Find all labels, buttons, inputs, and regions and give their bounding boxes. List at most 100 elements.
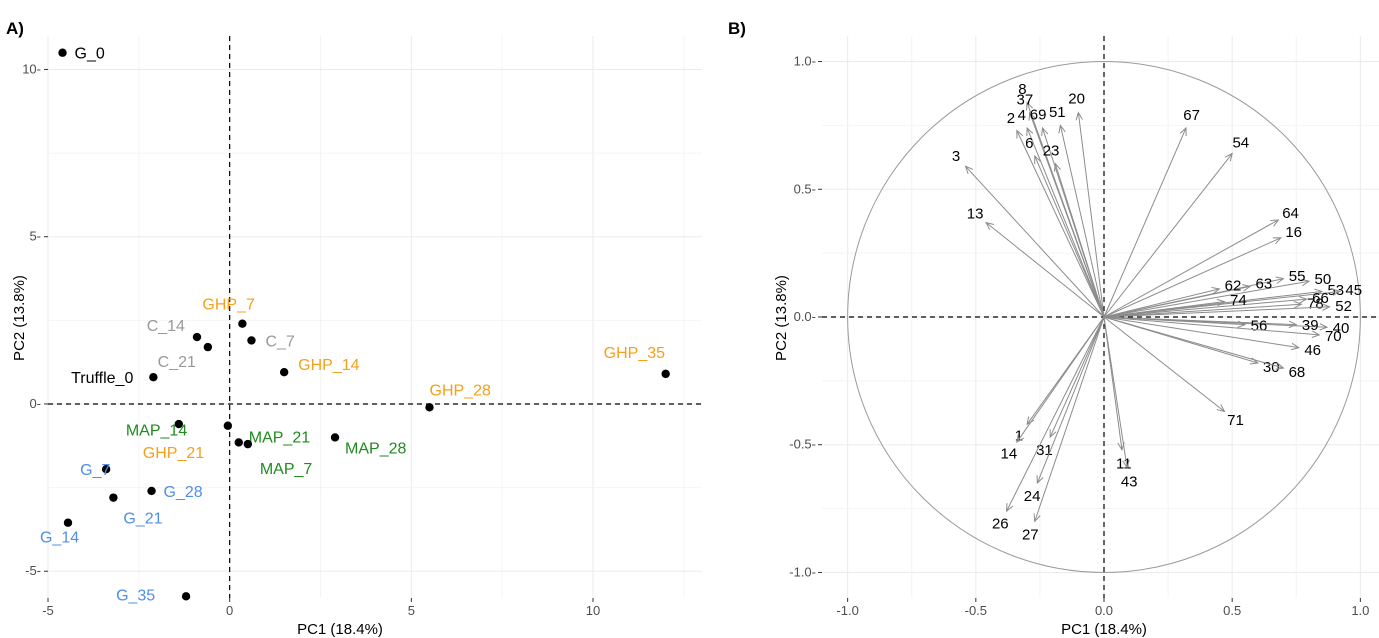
- point-label: MAP_7: [260, 461, 313, 478]
- loading-arrow: [1059, 125, 1105, 318]
- arrow-head: [1272, 237, 1283, 245]
- vector-label: 64: [1282, 205, 1299, 222]
- vector-label: 13: [967, 206, 984, 223]
- point-label: MAP_14: [126, 423, 187, 440]
- y-tick-label: 0.0-: [794, 309, 816, 324]
- loading-arrow: [1006, 316, 1105, 512]
- y-tick-label: -0.5-: [789, 437, 816, 452]
- vector-label: 63: [1255, 275, 1272, 292]
- vector-label: 78: [1307, 295, 1324, 312]
- vector-label: 30: [1263, 359, 1280, 376]
- loading-arrow: [965, 165, 1105, 318]
- vector-label: 8: [1018, 81, 1026, 98]
- loading-arrow: [985, 222, 1105, 318]
- point-label: C_21: [158, 354, 196, 371]
- data-point: [243, 439, 253, 449]
- loading-arrow: [1036, 316, 1105, 484]
- loading-arrow: [1103, 127, 1187, 318]
- point-label: Truffle_0: [71, 370, 133, 387]
- data-point: [192, 332, 202, 342]
- arrow-head: [1270, 219, 1280, 227]
- loading-arrow: [1016, 130, 1105, 318]
- loading-arrow: [1103, 316, 1320, 336]
- loading-arrow: [1103, 285, 1251, 318]
- panel-a-points: G_0 Truffle_0 C_14 C_21 C_7 GHP_7 GHP_14 GHP_21…: [40, 46, 670, 604]
- arrow-head: [1034, 154, 1042, 165]
- arrow-head: [1275, 362, 1285, 370]
- loading-arrow: [1034, 316, 1105, 522]
- arrow-head: [1216, 298, 1226, 307]
- data-point: [63, 518, 73, 527]
- vector-label: 4: [1018, 107, 1026, 124]
- loading-arrow: [1103, 301, 1225, 318]
- point-label: GHP_21: [143, 445, 204, 462]
- loading-arrow: [1103, 306, 1330, 318]
- arrow-head: [1016, 129, 1024, 139]
- arrow-head: [1211, 286, 1221, 295]
- point-label: G_28: [164, 484, 203, 501]
- point-label: MAP_28: [345, 440, 406, 457]
- data-point: [203, 342, 213, 352]
- arrow-head: [1028, 111, 1036, 121]
- loading-arrow: [1034, 155, 1105, 318]
- point-label: MAP_21: [249, 429, 310, 446]
- x-tick-label: -0.5: [965, 603, 987, 618]
- vector-label: 23: [1043, 142, 1060, 159]
- point-label: G_0: [75, 46, 105, 63]
- vector-label: 54: [1232, 134, 1249, 151]
- vector-label: 11: [1116, 456, 1132, 473]
- data-point: [149, 373, 158, 382]
- data-point: [661, 369, 670, 379]
- arrow-head: [1216, 404, 1226, 413]
- arrow-head: [1058, 124, 1066, 134]
- loading-arrow: [1103, 219, 1279, 318]
- arrow-head: [1026, 126, 1034, 136]
- vector-label: 70: [1325, 328, 1342, 345]
- panel-a-tag: A): [6, 19, 24, 38]
- y-tick-label: 1.0-: [794, 54, 816, 69]
- vector-label: 3: [952, 148, 960, 165]
- data-point: [223, 421, 233, 430]
- y-tick-label: -5-: [25, 563, 41, 578]
- panel-a-zero-lines: [48, 36, 702, 598]
- loading-arrow: [1029, 112, 1105, 318]
- vector-label: 6: [1025, 135, 1033, 152]
- y-tick-label: 5-: [29, 229, 41, 244]
- panel-b-ticks: -1.0 -0.5 0.0 0.5 1.0 -1.0- -0.5- 0.0- 0.5- 1.0-: [789, 54, 1369, 618]
- loading-arrow: [1103, 316, 1246, 326]
- data-point: [147, 486, 156, 496]
- x-tick-label: 1.0: [1351, 603, 1369, 618]
- point-label: G_35: [116, 587, 155, 604]
- data-point: [174, 419, 183, 429]
- data-point: [247, 336, 256, 345]
- arrow-head: [1311, 330, 1321, 339]
- arrow-head: [1025, 101, 1033, 111]
- panel-a-pca-scores: A) -5 0 5 10 -5- 0- 5- 10- G_0 Truffle_0 C_14 C_21…: [6, 19, 702, 638]
- vector-label: 43: [1121, 474, 1138, 491]
- arrow-head: [1122, 459, 1130, 469]
- vector-label: 20: [1068, 91, 1085, 108]
- arrow-head: [1016, 434, 1024, 444]
- loading-arrow: [1103, 280, 1310, 318]
- data-point: [234, 438, 243, 447]
- panel-b-tag: B): [728, 19, 746, 38]
- point-label: GHP_14: [298, 357, 359, 374]
- arrow-head: [1332, 288, 1342, 296]
- vector-label: 27: [1022, 527, 1039, 544]
- vector-label: 40: [1333, 320, 1350, 337]
- vector-label: 66: [1312, 290, 1329, 307]
- vector-label: 37: [1017, 91, 1034, 108]
- data-point: [330, 433, 340, 442]
- panel-b-correlation-circle: B) -1.0 -0.5 0.0 0.5 1.0 -1.0- -0.5- 0.0- 0.5- 1.…: [728, 19, 1379, 638]
- loading-arrow: [1103, 290, 1340, 318]
- loading-arrow: [1103, 303, 1302, 318]
- data-point: [101, 465, 111, 474]
- vector-label: 26: [992, 516, 1009, 533]
- arrow-head: [1319, 323, 1329, 331]
- arrow-head: [1301, 278, 1311, 287]
- panel-b-x-axis-title: PC1 (18.4%): [1061, 621, 1147, 638]
- x-tick-label: -1.0: [836, 603, 858, 618]
- vector-label: 14: [1000, 446, 1017, 463]
- panel-a-y-axis-title: PC2 (13.8%): [11, 275, 28, 361]
